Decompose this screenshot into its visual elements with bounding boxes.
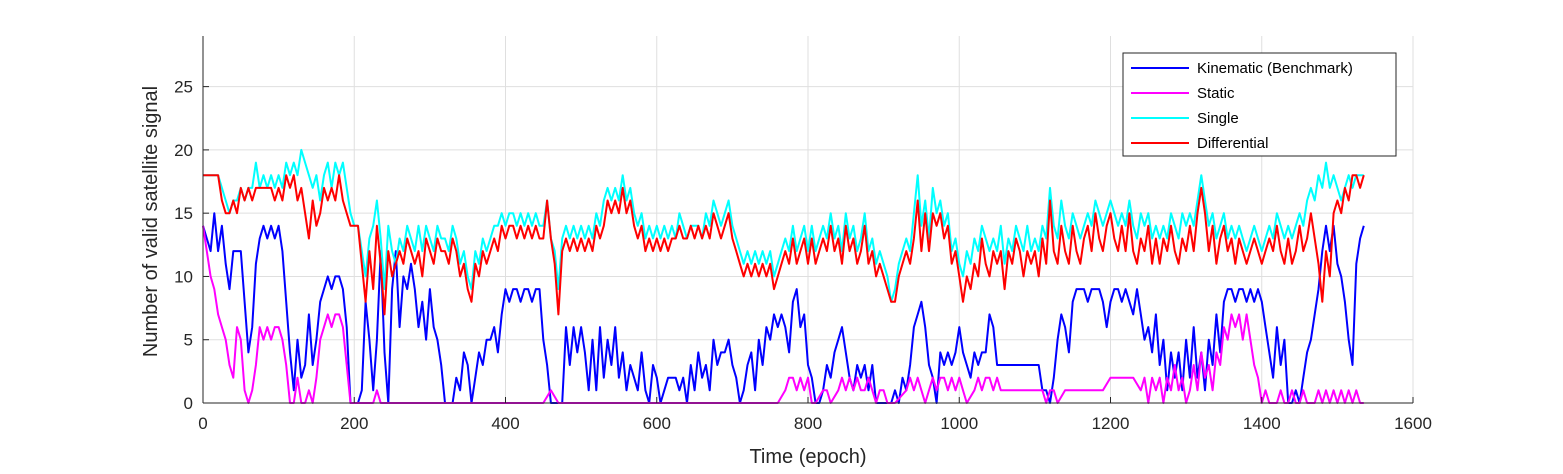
- y-axis-label: Number of valid satellite signal: [140, 86, 162, 357]
- series-line-static: [202, 225, 1364, 404]
- y-tick-label-5: 25: [174, 78, 193, 97]
- legend-entry-3: Differential: [1197, 135, 1268, 152]
- legend-entry-1: Static: [1197, 85, 1235, 102]
- y-tick-label-0: 0: [184, 394, 193, 413]
- x-axis-label: Time (epoch): [749, 446, 866, 468]
- y-tick-label-4: 20: [174, 141, 193, 160]
- axes: [202, 36, 1414, 404]
- x-tick-label-2: 400: [491, 414, 519, 433]
- x-tick-label-6: 1200: [1092, 414, 1130, 433]
- y-tick-label-3: 15: [174, 204, 193, 223]
- x-tick-label-3: 600: [643, 414, 671, 433]
- x-tick-label-8: 1600: [1394, 414, 1432, 433]
- legend-entry-2: Single: [1197, 110, 1239, 127]
- x-tick-label-7: 1400: [1243, 414, 1281, 433]
- x-tick-label-5: 1000: [940, 414, 978, 433]
- series-line-differential: [203, 174, 1365, 316]
- legend-box: [1122, 52, 1397, 157]
- legend-entry-0: Kinematic (Benchmark): [1197, 60, 1353, 77]
- series-lines: [202, 148, 1365, 404]
- series-line-single: [203, 148, 1364, 303]
- legend: Kinematic (Benchmark) Static Single Differe…: [1122, 52, 1397, 157]
- x-tick-label-1: 200: [340, 414, 368, 433]
- y-tick-label-2: 10: [174, 267, 193, 286]
- y-tick-label-1: 5: [184, 331, 193, 350]
- x-tick-label-0: 0: [198, 414, 207, 433]
- tick-labels: 0 200 400 600 800 1000 1200 1400 1600 0 5 10 15 20 25: [174, 78, 1432, 433]
- x-tick-label-4: 800: [794, 414, 822, 433]
